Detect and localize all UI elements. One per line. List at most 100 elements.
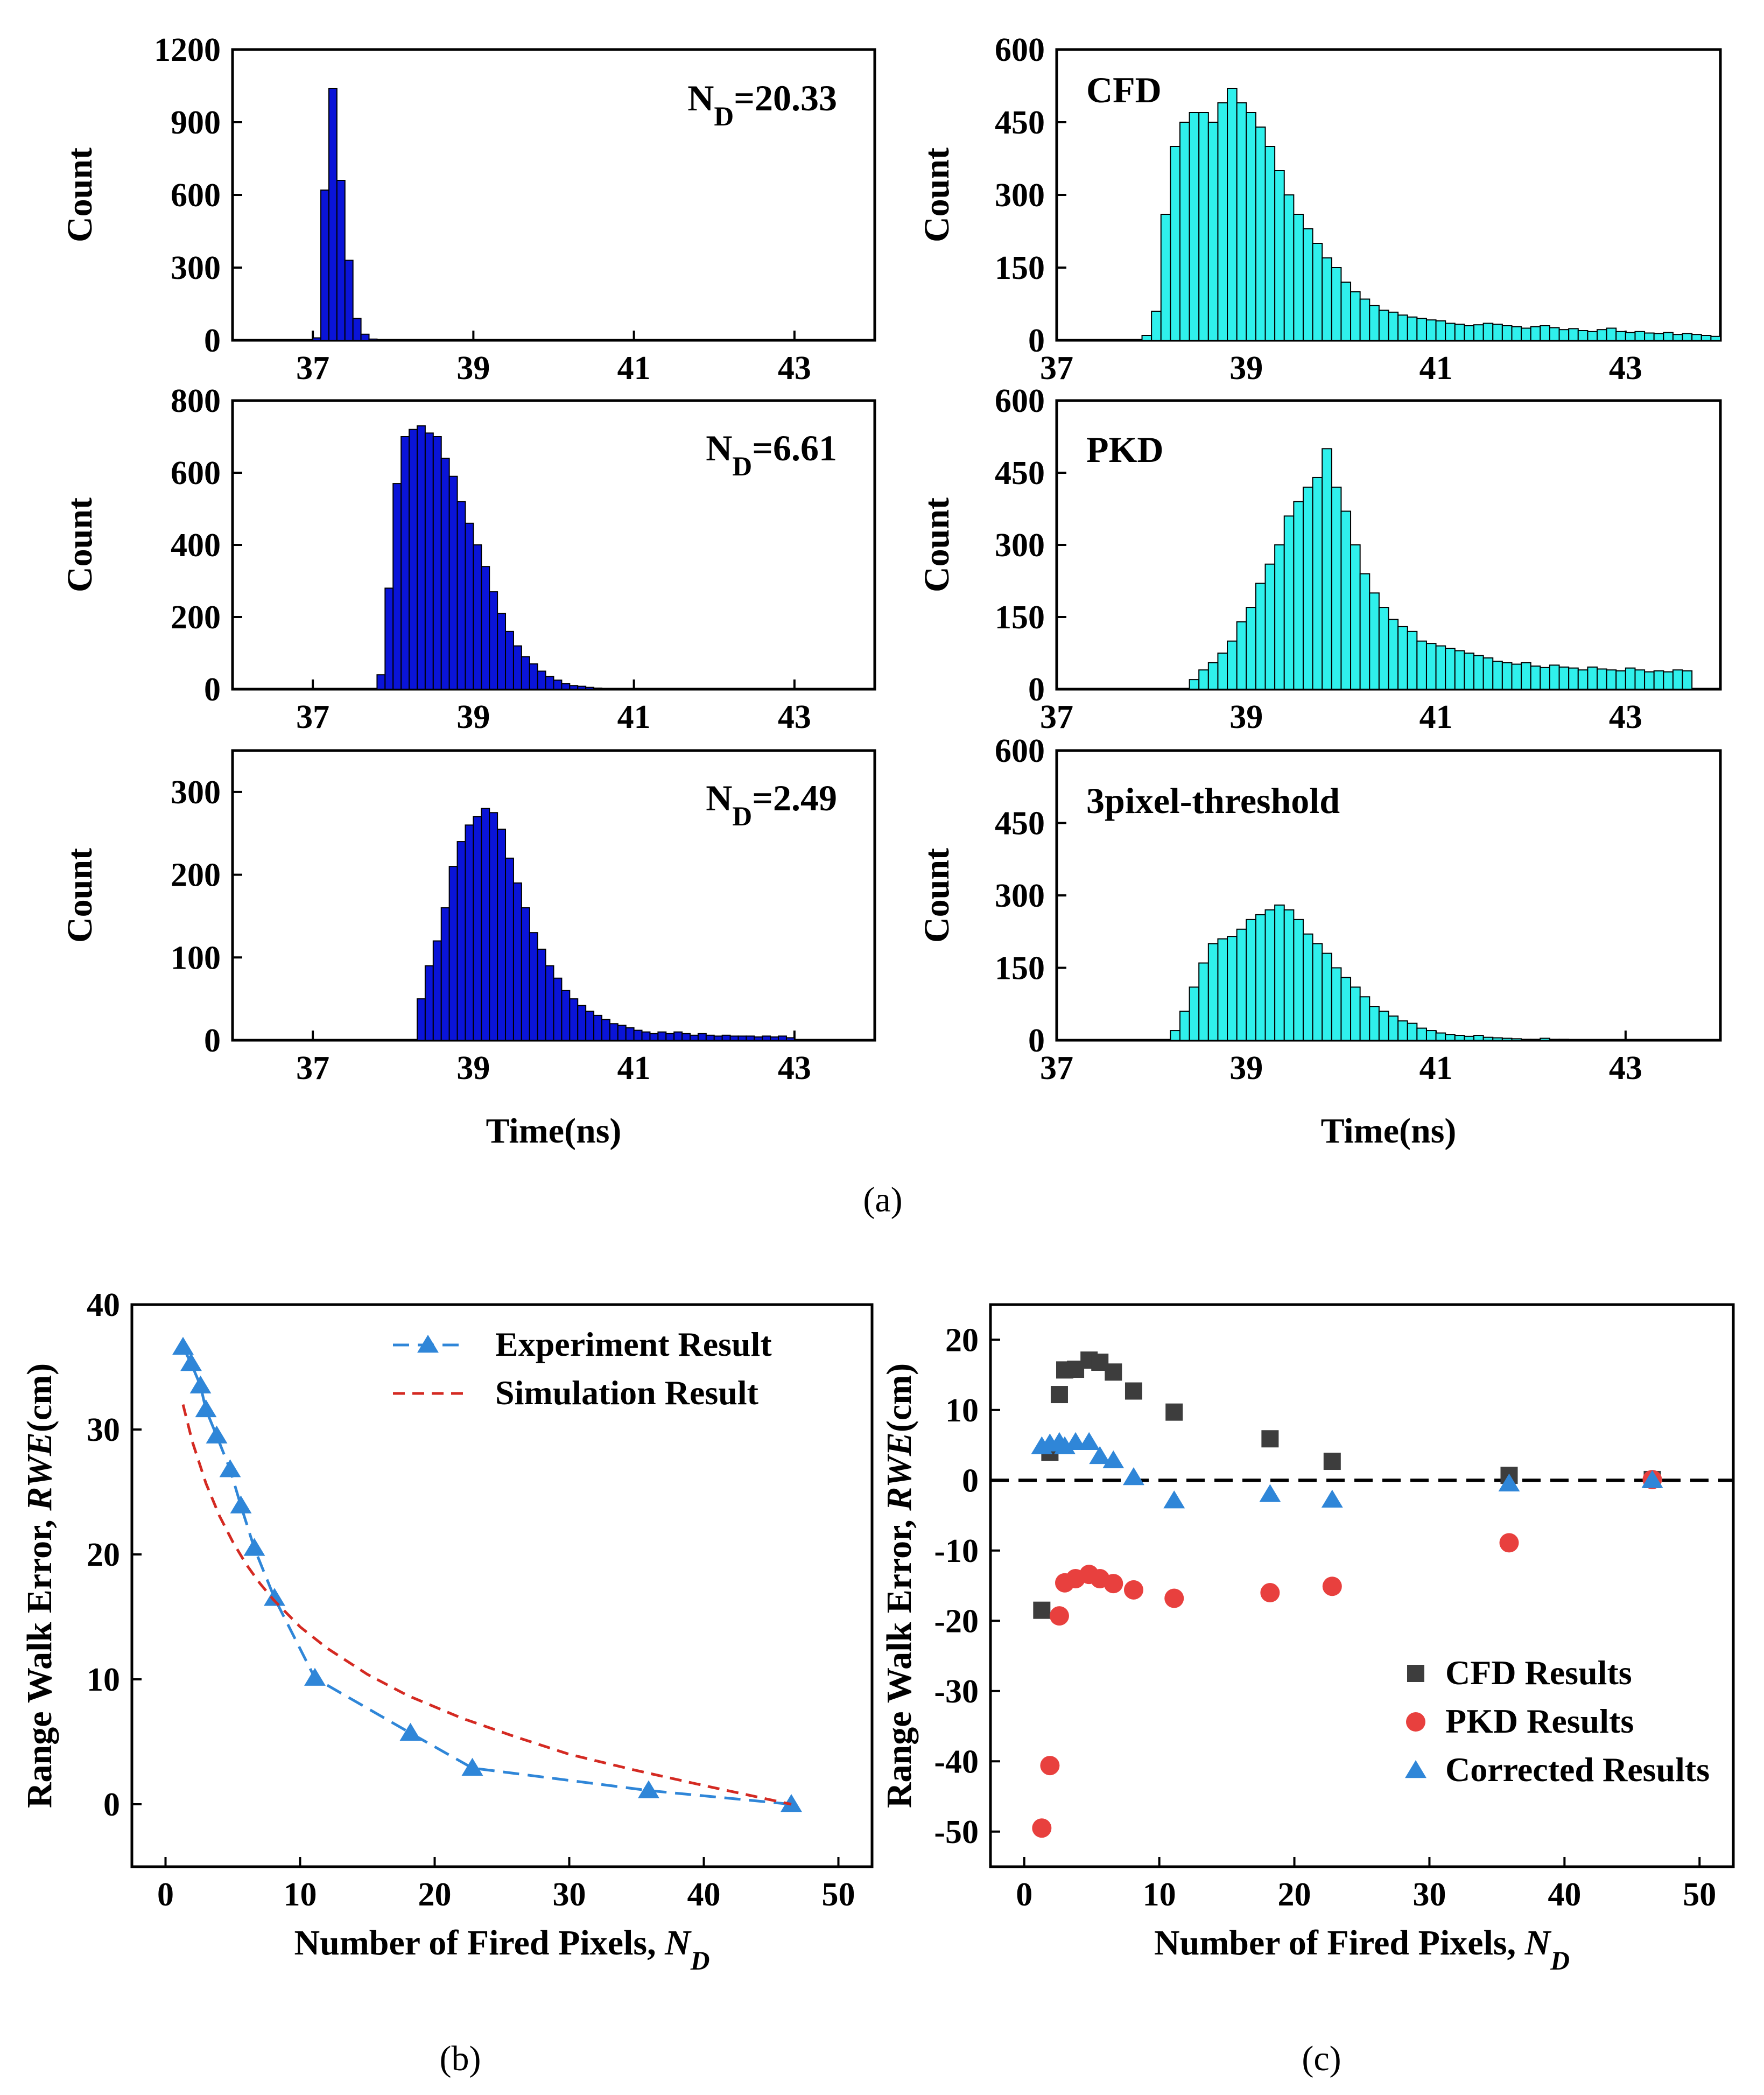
chart-a-right-1-bar [1445, 323, 1456, 341]
chart-b-marker [206, 1425, 228, 1444]
chart-a-right-1-bar [1369, 305, 1380, 341]
chart-a-left-3-ytick-label-1: 100 [171, 940, 221, 976]
chart-a-right-3-ytick-label-0: 0 [1028, 1022, 1045, 1059]
chart-a-right-3-bar [1340, 977, 1352, 1041]
chart-a-right-2-bar [1236, 621, 1247, 690]
chart-a-left-3-bar [746, 1035, 755, 1041]
chart-a-right-3-ytick-label-4: 600 [995, 733, 1045, 769]
chart-a-right-1-bar [1160, 214, 1171, 341]
chart-a-right-1-bar [1501, 325, 1513, 341]
chart-a-right-3-bar [1236, 928, 1247, 1041]
chart-a-left-2-ylabel: Count [60, 498, 100, 592]
chart-a-left-3-bar [729, 1035, 739, 1041]
chart-a-left-3-bar [737, 1035, 747, 1041]
chart-a-left-1-ytick-label-3: 900 [171, 104, 221, 141]
chart-a-right-2-bar [1615, 670, 1626, 690]
chart-a-right-2-bar [1445, 648, 1456, 690]
chart-a-left-2-ytick-label-0: 0 [204, 671, 221, 708]
chart-a-right-2-bar [1682, 670, 1693, 690]
chart-a-right-1-bar [1227, 88, 1238, 341]
chart-a-left-1-bar [352, 318, 362, 341]
chart-a-right-1-xtick-label-0: 37 [1040, 350, 1073, 387]
chart-a-left-3-bar [416, 998, 426, 1041]
chart-a-right-3-bar [1454, 1035, 1465, 1041]
chart-c-point [1499, 1533, 1519, 1553]
chart-c-point [1102, 1450, 1125, 1468]
chart-a-right-1-bar [1340, 282, 1352, 341]
chart-a-left-2-bar [473, 544, 482, 690]
chart-b-xtick-label-2: 20 [418, 1876, 452, 1913]
chart-a-left-2-bar [409, 429, 418, 690]
chart-a-right-2-bar [1331, 486, 1342, 690]
chart-a-right-3-xtick-label-1: 39 [1229, 1050, 1263, 1087]
chart-c-xtick-label-3: 30 [1412, 1876, 1446, 1913]
chart-a-left-1-annotation: ND=20.33 [687, 78, 837, 132]
chart-a-right-2-bar [1644, 671, 1655, 690]
chart-a-right-2-ytick-label-3: 450 [995, 455, 1045, 492]
chart-a-right-2-bar [1511, 663, 1522, 690]
chart-a-right-1-ytick-label-1: 150 [995, 250, 1045, 286]
chart-a-right-1-bar [1587, 331, 1598, 341]
chart-c-point [1032, 1818, 1052, 1838]
chart-a-right-2-bar [1530, 665, 1541, 690]
chart-a-left-3-bar [721, 1034, 731, 1041]
chart-a-right-3-bar [1198, 962, 1209, 1041]
chart-c-point [1050, 1386, 1068, 1404]
chart-a-left-3-bar [561, 990, 571, 1041]
chart-a-right-3-bar [1264, 909, 1276, 1041]
chart-a-right-3-bar [1435, 1032, 1446, 1041]
chart-a-right-2-annotation: PKD [1086, 429, 1164, 470]
chart-a-left-1-ylabel: Count [60, 148, 100, 242]
chart-a-left-2-bar [577, 685, 587, 690]
chart-a-right-1-bar [1577, 330, 1589, 341]
chart-b-marker [304, 1667, 326, 1686]
chart-a-right-2-bar [1274, 544, 1285, 690]
chart-a-right-1-annotation: CFD [1086, 69, 1162, 110]
chart-a-right-1-bar [1672, 334, 1683, 341]
chart-a-right-3-bar [1170, 1030, 1180, 1041]
chart-a-left-3-bar [665, 1033, 675, 1041]
chart-a-left-3-bar [785, 1037, 795, 1041]
chart-a-right-3-bar [1217, 938, 1228, 1041]
chart-a-left-2-ytick-label-4: 800 [171, 383, 221, 419]
chart-a-right-2-bar [1264, 563, 1276, 690]
chart-c-xtick-label-5: 50 [1683, 1876, 1716, 1913]
chart-b-marker [195, 1399, 217, 1418]
chart-a-right-1-ylabel: Count [917, 148, 957, 242]
chart-a-right-3-bar [1397, 1020, 1408, 1041]
chart-a-right-2-bar [1246, 607, 1256, 690]
chart-c-point [1123, 1580, 1143, 1600]
chart-c-point [1033, 1601, 1051, 1619]
chart-a-right-2-bar [1302, 486, 1313, 690]
chart-a-right-1-bar [1274, 170, 1285, 341]
chart-a-right-2-ytick-label-2: 300 [995, 527, 1045, 564]
chart-a-right-1-bar [1141, 335, 1152, 341]
chart-c-ylabel: Range Walk Error, RWE(cm) [880, 1363, 919, 1808]
chart-a-right-2-bar [1663, 671, 1674, 690]
chart-a-right-2-bar [1672, 669, 1683, 690]
chart-a-right-3-bar [1359, 996, 1371, 1041]
chart-a-left-3-bar [569, 998, 579, 1041]
chart-a-right-3-bar [1558, 1039, 1570, 1041]
chart-a-left-2-bar [424, 432, 434, 690]
chart-a-right-1-bar [1691, 334, 1702, 341]
sublabel-b: (b) [440, 2039, 481, 2078]
chart-a-right-2-bar [1369, 592, 1380, 690]
chart-a-left-3-ylabel: Count [60, 848, 100, 943]
chart-b-legend-label-1: Simulation Result [495, 1374, 759, 1412]
chart-a-left-2-bar [497, 613, 507, 690]
chart-a-right-3-bar [1425, 1030, 1437, 1041]
chart-a-right-1-bar [1700, 335, 1712, 341]
chart-a-left-3-bar [521, 907, 530, 1041]
chart-a-right-1-bar [1482, 323, 1494, 341]
chart-a-right-2-bar [1473, 655, 1484, 690]
chart-a-right-2-bar [1378, 607, 1389, 690]
chart-a-left-1-xtick-label-1: 39 [456, 350, 490, 387]
chart-b-ytick-label-3: 30 [87, 1412, 120, 1448]
chart-a-left-3-bar [754, 1036, 763, 1041]
chart-b-marker [230, 1495, 252, 1514]
chart-a-left-3-bar [424, 965, 434, 1041]
chart-a-left-2-bar [392, 483, 402, 690]
chart-a-right-2-bar [1217, 653, 1228, 690]
